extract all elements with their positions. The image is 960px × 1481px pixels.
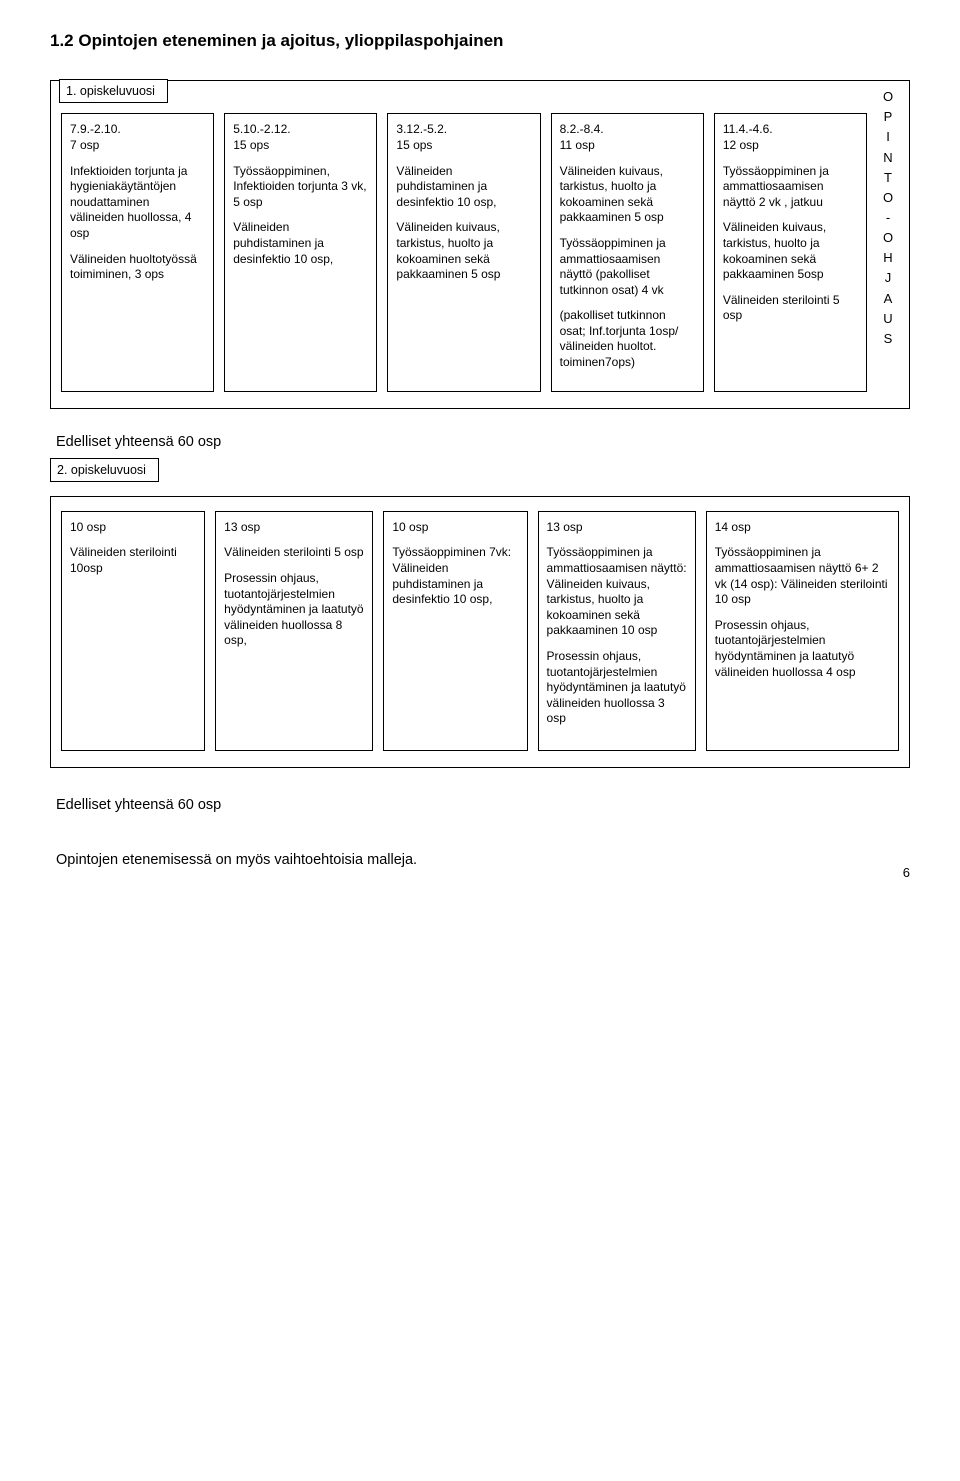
side-letter: P	[884, 107, 893, 127]
course-box: 13 osp Työssäoppiminen ja ammattiosaamis…	[538, 511, 696, 751]
footer-note: Opintojen etenemisessä on myös vaihtoeht…	[56, 851, 910, 870]
year2-container: 10 osp Välineiden sterilointi 10osp 13 o…	[50, 496, 910, 768]
box-text: Välineiden kuivaus, tarkistus, huolto ja…	[560, 164, 695, 226]
year1-row: 7.9.-2.10. 7 osp Infektioiden torjunta j…	[61, 113, 867, 391]
course-box: 14 osp Työssäoppiminen ja ammattiosaamis…	[706, 511, 899, 751]
side-letter: S	[884, 329, 893, 349]
side-letter: N	[883, 148, 892, 168]
side-letter: H	[883, 248, 892, 268]
box-header: 10 osp	[70, 520, 196, 536]
page-number: 6	[903, 865, 910, 882]
box-header: 14 osp	[715, 520, 890, 536]
course-box: 8.2.-8.4. 11 osp Välineiden kuivaus, tar…	[551, 113, 704, 391]
box-text: (pakolliset tutkinnon osat; Inf.torjunta…	[560, 308, 695, 370]
box-header: 10 osp	[392, 520, 518, 536]
box-header: 7.9.-2.10. 7 osp	[70, 122, 205, 153]
course-box: 13 osp Välineiden sterilointi 5 osp Pros…	[215, 511, 373, 751]
box-header: 3.12.-5.2. 15 ops	[396, 122, 531, 153]
box-header: 8.2.-8.4. 11 osp	[560, 122, 695, 153]
box-text: Välineiden kuivaus, tarkistus, huolto ja…	[396, 220, 531, 282]
year2-label: 2. opiskeluvuosi	[50, 458, 159, 482]
box-text: Prosessin ohjaus, tuotantojärjestelmien …	[224, 571, 364, 649]
course-box: 10 osp Työssäoppiminen 7vk: Välineiden p…	[383, 511, 527, 751]
box-text: Välineiden sterilointi 10osp	[70, 545, 196, 576]
box-header: 5.10.-2.12. 15 ops	[233, 122, 368, 153]
box-text: Prosessin ohjaus, tuotantojärjestelmien …	[715, 618, 890, 680]
box-header: 13 osp	[224, 520, 364, 536]
side-letter: O	[883, 188, 893, 208]
course-box: 3.12.-5.2. 15 ops Välineiden puhdistamin…	[387, 113, 540, 391]
box-text: Välineiden huoltotyössä toimiminen, 3 op…	[70, 252, 205, 283]
side-letter: O	[883, 228, 893, 248]
year2-row: 10 osp Välineiden sterilointi 10osp 13 o…	[61, 511, 899, 751]
box-text: Työssäoppiminen ja ammattiosaamisen näyt…	[715, 545, 890, 607]
side-letter: -	[886, 208, 890, 228]
year1-container: 1. opiskeluvuosi 7.9.-2.10. 7 osp Infekt…	[50, 80, 910, 409]
box-text: Välineiden puhdistaminen ja desinfektio …	[233, 220, 368, 267]
year1-label: 1. opiskeluvuosi	[59, 79, 168, 103]
box-header: 13 osp	[547, 520, 687, 536]
box-text: Välineiden sterilointi 5 osp	[723, 293, 858, 324]
box-text: Työssäoppiminen ja ammattiosaamisen näyt…	[547, 545, 687, 639]
box-text: Prosessin ohjaus, tuotantojärjestelmien …	[547, 649, 687, 727]
box-text: Välineiden sterilointi 5 osp	[224, 545, 364, 561]
box-text: Välineiden kuivaus, tarkistus, huolto ja…	[723, 220, 858, 282]
box-header: 11.4.-4.6. 12 osp	[723, 122, 858, 153]
side-letter: J	[885, 268, 892, 288]
side-letter: A	[884, 289, 893, 309]
side-letter: T	[884, 168, 892, 188]
box-text: Työssäoppiminen ja ammattiosaamisen näyt…	[723, 164, 858, 211]
box-text: Välineiden puhdistaminen ja desinfektio …	[396, 164, 531, 211]
course-box: 11.4.-4.6. 12 osp Työssäoppiminen ja amm…	[714, 113, 867, 391]
box-text: Työssäoppiminen 7vk: Välineiden puhdista…	[392, 545, 518, 607]
course-box: 10 osp Välineiden sterilointi 10osp	[61, 511, 205, 751]
section-title: 1.2 Opintojen eteneminen ja ajoitus, yli…	[50, 30, 910, 52]
subtotal-1: Edelliset yhteensä 60 osp	[56, 433, 910, 452]
course-box: 5.10.-2.12. 15 ops Työssäoppiminen, Infe…	[224, 113, 377, 391]
side-letter: O	[883, 87, 893, 107]
side-letter: I	[886, 127, 890, 147]
side-letters: O P I N T O - O H J A U S	[877, 85, 899, 349]
box-text: Infektioiden torjunta ja hygieniakäytänt…	[70, 164, 205, 242]
subtotal-2: Edelliset yhteensä 60 osp	[56, 796, 910, 815]
course-box: 7.9.-2.10. 7 osp Infektioiden torjunta j…	[61, 113, 214, 391]
side-letter: U	[883, 309, 892, 329]
box-text: Työssäoppiminen, Infektioiden torjunta 3…	[233, 164, 368, 211]
box-text: Työssäoppiminen ja ammattiosaamisen näyt…	[560, 236, 695, 298]
